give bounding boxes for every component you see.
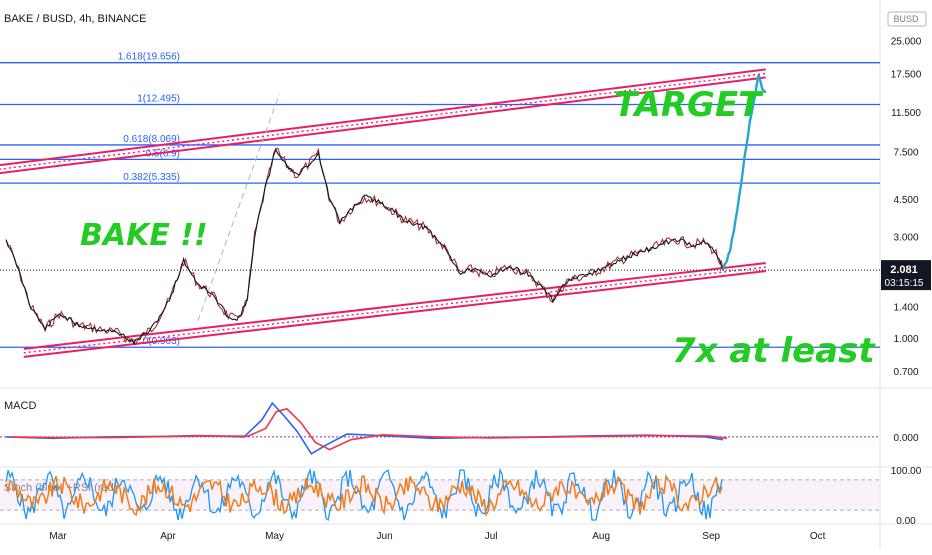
price-series-candles [5, 147, 724, 346]
price-tick-8: 1.000 [893, 334, 918, 345]
chart-title: BAKE / BUSD, 4h, BINANCE [4, 13, 146, 25]
price-tick-0: 25.000 [891, 36, 922, 47]
currency-label: BUSD [893, 14, 919, 24]
time-tick-oct: Oct [810, 531, 826, 542]
fib-label-3: 0.5(6.9) [146, 148, 180, 159]
price-tick-4: 4.500 [893, 195, 918, 206]
time-tick-may: May [265, 531, 284, 542]
time-tick-sep: Sep [702, 531, 720, 542]
time-tick-apr: Apr [160, 531, 176, 542]
stoch-tick-0: 100.00 [891, 466, 922, 477]
fib-label-4: 0.382(5.335) [123, 172, 180, 183]
rsi-line [5, 473, 723, 517]
price-tag-box [881, 260, 931, 291]
time-tick-mar: Mar [49, 531, 67, 542]
time-tick-aug: Aug [592, 531, 610, 542]
price-tick-1: 17.500 [891, 69, 922, 80]
time-tick-jul: Jul [485, 531, 498, 542]
channel-upper-edge-a [0, 68, 766, 167]
channel-upper-mid [0, 72, 766, 170]
macd-title: MACD [4, 400, 36, 412]
stoch-tick-1: 0.00 [896, 516, 916, 527]
price-tick-2: 11.500 [891, 108, 921, 119]
annotation-7x: 7x at least [672, 331, 876, 371]
fib-label-0: 1.618(19.656) [118, 52, 180, 63]
macd-tick-0: 0.000 [893, 433, 918, 444]
price-series-line [5, 148, 724, 345]
fib-label-1: 1(12.495) [137, 94, 180, 105]
price-tick-9: 0.700 [893, 367, 918, 378]
fib-helper-line [197, 93, 280, 322]
macd-line [6, 401, 724, 455]
channel-lower-edge-b [23, 270, 766, 358]
stoch-band-fill [0, 480, 880, 510]
price-tick-3: 7.500 [893, 148, 918, 159]
channel-lower-edge-a [23, 262, 766, 350]
price-tag-value: 2.081 [890, 264, 918, 276]
fib-label-2: 0.618(8.069) [123, 134, 180, 145]
time-tick-jun: Jun [377, 531, 393, 542]
channel-upper-edge-b [0, 76, 766, 175]
price-tick-7: 1.400 [893, 303, 918, 314]
projection-series-line [721, 74, 767, 270]
annotation-bake: BAKE !! [80, 218, 208, 253]
price-tag-countdown: 03:15:15 [885, 278, 924, 289]
price-tick-5: 3.000 [893, 232, 918, 243]
annotation-target: TARGET [614, 85, 764, 125]
macd-signal-line [10, 407, 728, 451]
currency-box [887, 11, 927, 27]
